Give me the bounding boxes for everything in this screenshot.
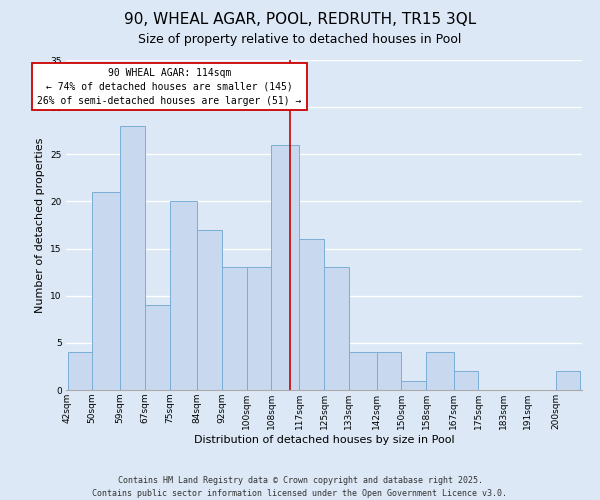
Bar — [377, 352, 401, 390]
Bar — [197, 230, 222, 390]
Bar — [556, 371, 580, 390]
Text: 90, WHEAL AGAR, POOL, REDRUTH, TR15 3QL: 90, WHEAL AGAR, POOL, REDRUTH, TR15 3QL — [124, 12, 476, 28]
Bar — [222, 268, 247, 390]
Bar — [247, 268, 271, 390]
Bar — [120, 126, 145, 390]
Bar — [324, 268, 349, 390]
Bar — [145, 305, 170, 390]
Bar — [92, 192, 120, 390]
Bar — [426, 352, 454, 390]
Bar — [349, 352, 377, 390]
Bar — [299, 239, 324, 390]
X-axis label: Distribution of detached houses by size in Pool: Distribution of detached houses by size … — [194, 434, 454, 444]
Bar — [68, 352, 92, 390]
Bar — [170, 202, 197, 390]
Text: 90 WHEAL AGAR: 114sqm
← 74% of detached houses are smaller (145)
26% of semi-det: 90 WHEAL AGAR: 114sqm ← 74% of detached … — [37, 68, 302, 106]
Y-axis label: Number of detached properties: Number of detached properties — [35, 138, 45, 312]
Text: Size of property relative to detached houses in Pool: Size of property relative to detached ho… — [139, 32, 461, 46]
Text: Contains HM Land Registry data © Crown copyright and database right 2025.
Contai: Contains HM Land Registry data © Crown c… — [92, 476, 508, 498]
Bar — [401, 380, 426, 390]
Bar — [454, 371, 478, 390]
Bar — [271, 145, 299, 390]
